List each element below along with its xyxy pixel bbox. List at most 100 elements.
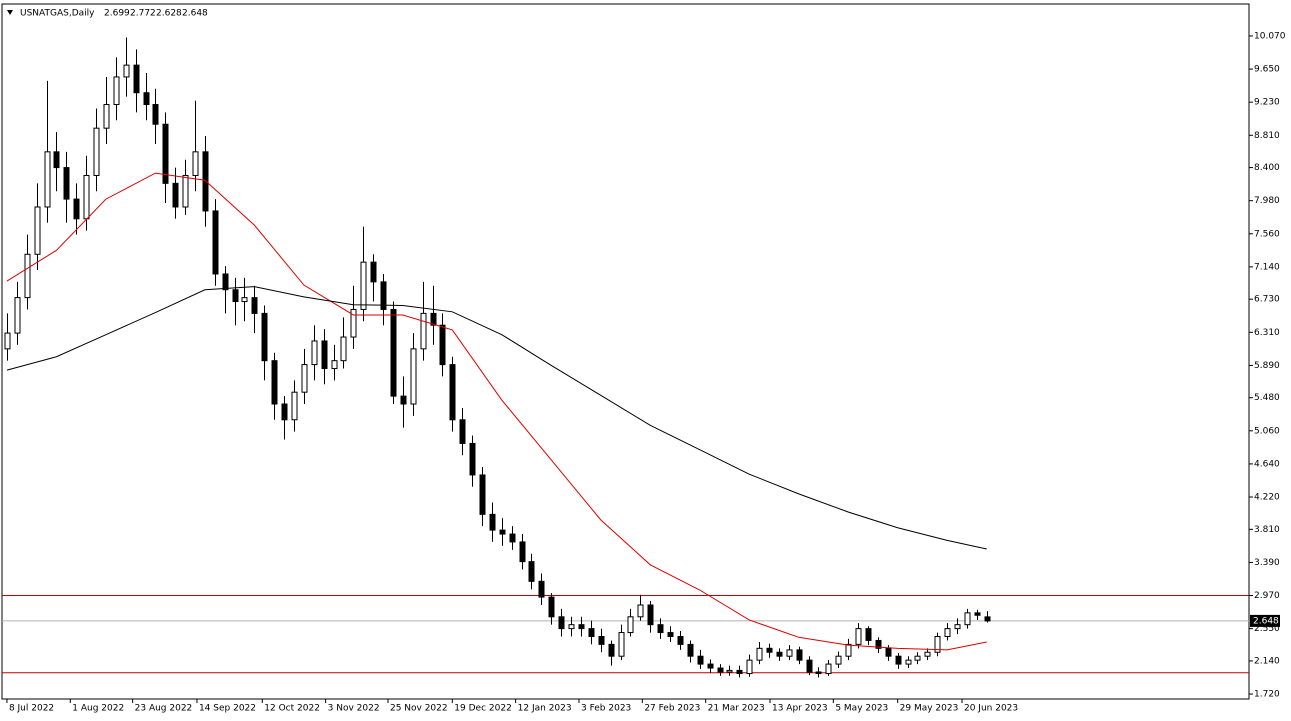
x-tick-label: 25 Nov 2022 (390, 704, 448, 714)
candle-body (172, 182, 179, 208)
candle-body (459, 419, 466, 444)
candle-body (212, 210, 219, 275)
candle-body (598, 636, 605, 645)
candle-body (281, 403, 288, 421)
candle-body (311, 340, 318, 366)
candle-body (390, 308, 397, 397)
ohlc-high: 2.772 (130, 9, 156, 19)
candle-body (756, 647, 763, 661)
y-tick-label: 10.070 (1254, 31, 1286, 41)
candle-body (766, 647, 773, 653)
candle-body (331, 360, 338, 370)
candle-body (489, 513, 496, 531)
candle-body (271, 360, 278, 405)
candle-body (222, 273, 229, 291)
candle-body (875, 639, 882, 649)
candle-body (251, 297, 258, 314)
candle-body (34, 206, 41, 255)
y-tick-label: 7.560 (1254, 229, 1280, 239)
candle-body (687, 643, 694, 657)
candle-body (44, 151, 51, 208)
moving-average (6, 172, 987, 651)
candle-body (133, 64, 140, 94)
candle-body (637, 604, 644, 618)
candle-body (143, 92, 150, 106)
y-tick-label: 6.730 (1254, 295, 1280, 305)
candle-body (400, 395, 407, 405)
candle-body (984, 616, 991, 622)
candle-body (24, 253, 31, 299)
x-tick-label: 29 May 2023 (900, 704, 959, 714)
candle-body (439, 324, 446, 366)
x-tick-label: 3 Nov 2022 (328, 704, 380, 714)
candle-body (83, 174, 90, 220)
y-tick-label: 2.140 (1254, 656, 1280, 666)
y-tick-label: 3.390 (1254, 558, 1280, 568)
y-tick-label: 4.640 (1254, 459, 1280, 469)
candle-body (360, 261, 367, 310)
x-tick-label: 23 Aug 2022 (135, 704, 193, 714)
candle-body (321, 340, 328, 370)
candle-body (895, 655, 902, 665)
x-tick-label: 12 Oct 2022 (264, 704, 320, 714)
candle-body (568, 624, 575, 630)
candle-body (717, 667, 724, 673)
candle-body (815, 671, 822, 675)
y-tick-label: 8.400 (1254, 163, 1280, 173)
x-tick-label: 21 Mar 2023 (708, 704, 765, 714)
candle-body (618, 632, 625, 657)
candle-body (340, 336, 347, 362)
x-tick-label: 14 Sep 2022 (199, 704, 256, 714)
y-tick-label: 2.550 (1254, 624, 1280, 634)
candle-body (707, 663, 714, 669)
candle-body (241, 297, 248, 303)
candle-body (182, 174, 189, 208)
candle-body (588, 628, 595, 638)
x-tick-label: 8 Jul 2022 (9, 704, 54, 714)
candle-body (73, 198, 80, 220)
y-tick-label: 4.220 (1254, 493, 1280, 503)
candle-body (964, 612, 971, 626)
y-tick-label: 8.810 (1254, 131, 1280, 141)
x-tick-label: 27 Feb 2023 (644, 704, 700, 714)
ohlc-low: 2.628 (156, 9, 182, 19)
candle-body (449, 364, 456, 421)
y-tick-label: 5.060 (1254, 426, 1280, 436)
x-tick-label: 5 May 2023 (835, 704, 888, 714)
ohlc-close: 2.648 (182, 9, 208, 19)
plot-frame (1, 3, 1250, 700)
x-tick-label: 12 Jan 2023 (518, 704, 572, 714)
candle-body (152, 104, 159, 125)
candle-body (924, 651, 931, 657)
candle-body (103, 104, 110, 129)
candle-body (558, 616, 565, 630)
candle-body (499, 529, 506, 535)
ohlc-open: 2.699 (104, 9, 130, 19)
x-tick-label: 1 Aug 2022 (72, 704, 124, 714)
candle-body (93, 127, 100, 176)
candle-body (905, 659, 912, 665)
y-tick-label: 6.310 (1254, 328, 1280, 338)
candle-body (825, 663, 832, 675)
candle-body (63, 167, 70, 200)
menu-triangle[interactable] (7, 10, 13, 15)
y-tick-label: 9.650 (1254, 65, 1280, 75)
y-tick-label: 2.970 (1254, 591, 1280, 601)
chart-title: USNATGAS,Daily (20, 9, 95, 19)
candle-body (519, 541, 526, 563)
candle-body (261, 312, 268, 362)
candle-body (608, 643, 615, 657)
y-tick-label: 3.810 (1254, 525, 1280, 535)
candle-body (796, 649, 803, 661)
candle-body (865, 628, 872, 641)
x-tick-label: 20 Jun 2023 (964, 704, 1018, 714)
candle-body (885, 647, 892, 657)
y-tick-label: 5.890 (1254, 361, 1280, 371)
y-tick-label: 5.480 (1254, 393, 1280, 403)
candle-body (974, 612, 981, 616)
candle-body (370, 261, 377, 283)
candle-body (835, 655, 842, 665)
